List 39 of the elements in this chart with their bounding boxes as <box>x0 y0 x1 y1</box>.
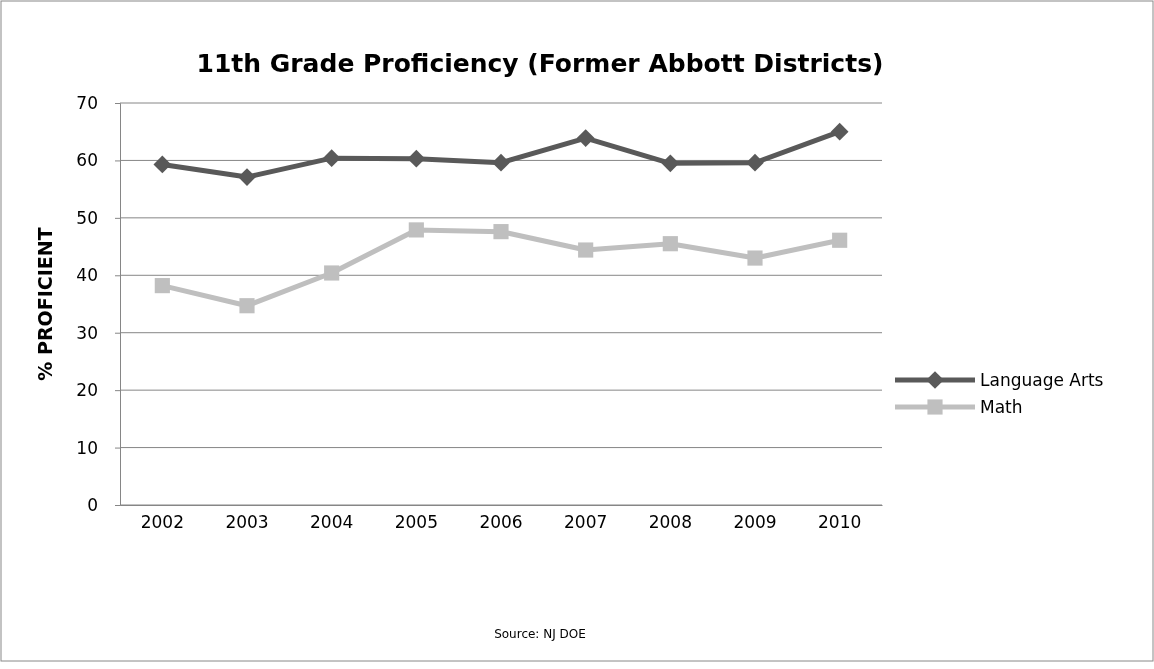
point <box>662 236 678 252</box>
x-tick-label: 2010 <box>818 512 862 532</box>
y-axis-title: % PROFICIENT <box>34 227 56 381</box>
x-tick-label: 2006 <box>479 512 523 532</box>
y-tick-label: 50 <box>76 207 98 228</box>
y-tick-label: 30 <box>76 322 98 343</box>
point <box>322 149 341 167</box>
x-tick-label: 2002 <box>140 512 184 532</box>
point <box>407 149 426 168</box>
point <box>492 153 510 172</box>
y-tick-label: 10 <box>76 437 98 458</box>
x-tick-label: 2007 <box>564 512 608 532</box>
point <box>238 168 256 186</box>
source-note: Source: NJ DOE <box>494 627 586 641</box>
point <box>576 129 595 147</box>
point <box>578 242 594 258</box>
legend-label: Math <box>980 397 1023 417</box>
y-tick-label: 20 <box>76 380 98 401</box>
point <box>747 250 763 266</box>
x-tick-label: 2009 <box>733 512 777 532</box>
x-tick-label: 2005 <box>394 512 438 532</box>
y-tick-label: 40 <box>76 265 98 286</box>
y-tick-label: 0 <box>87 494 98 515</box>
y-tick-label: 70 <box>76 92 98 113</box>
point <box>832 232 848 248</box>
point <box>493 224 509 240</box>
x-tick-label: 2008 <box>648 512 692 532</box>
point <box>239 298 255 314</box>
point <box>153 155 172 174</box>
point <box>154 278 170 294</box>
point <box>830 122 849 141</box>
point <box>746 153 764 172</box>
point <box>408 222 424 238</box>
point <box>324 265 340 281</box>
x-tick-label: 2003 <box>225 512 269 532</box>
y-tick-label: 60 <box>76 150 98 171</box>
chart-title: 11th Grade Proficiency (Former Abbott Districts) <box>196 49 884 78</box>
legend-label: Language Arts <box>980 370 1104 390</box>
x-tick-label: 2004 <box>310 512 354 532</box>
